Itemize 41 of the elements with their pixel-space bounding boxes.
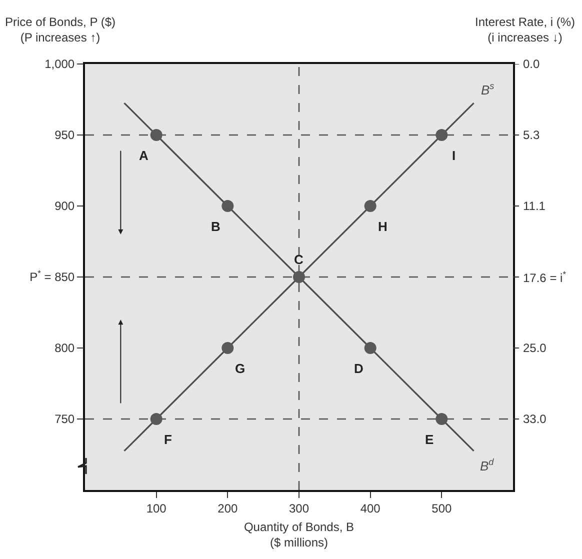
y-tick-label: 750 [54, 412, 75, 426]
annotation: H [378, 219, 388, 234]
text: 25.0 [523, 341, 547, 355]
line-series [123, 102, 475, 452]
x-tick-label: 100 [146, 501, 167, 516]
y-tick-label: 1,000 [44, 57, 75, 72]
y-tick-label: 900 [54, 199, 75, 214]
y-tick-label: 950 [54, 128, 75, 142]
y2-axis-title: Interest Rate, i (%) (i increases ↓) [475, 15, 576, 45]
point [222, 342, 234, 354]
point [150, 413, 162, 425]
annotation: A [139, 148, 149, 163]
y-tick-label: 800 [54, 341, 75, 356]
text: 5.3 [523, 128, 540, 142]
annotation: G [235, 361, 246, 376]
text: 11.1 [523, 199, 546, 213]
annotation: I [452, 148, 456, 163]
x-tick-label: 300 [288, 501, 310, 516]
x-axis-title: Quantity of Bonds, B ($ millions) [244, 520, 354, 550]
x-tick-label: 200 [218, 501, 238, 516]
text: 0.0 [523, 57, 540, 71]
series-label: B$^{d}$ [480, 457, 495, 474]
point [436, 129, 448, 141]
point [150, 129, 162, 141]
annotation: E [425, 432, 434, 447]
y-axis-title: Price of Bonds, P ($) (P increases ↑) [5, 15, 116, 45]
annotation: C [294, 252, 304, 267]
annotation: F [164, 432, 172, 447]
x-tick-label: 400 [360, 501, 381, 516]
point [436, 413, 448, 425]
point [364, 200, 376, 212]
text: 33.0 [523, 412, 547, 426]
series-label: B$^{s}$ [481, 81, 495, 98]
x-tick-label: 500 [432, 501, 452, 516]
text: 17.6 = i$^{*}$ [523, 269, 567, 286]
point [222, 200, 234, 212]
y-tick-label: P$^{*}$ = 850 [30, 268, 75, 284]
point [364, 342, 376, 354]
annotation: B [211, 219, 220, 234]
point [293, 271, 305, 283]
annotation: D [354, 361, 364, 376]
